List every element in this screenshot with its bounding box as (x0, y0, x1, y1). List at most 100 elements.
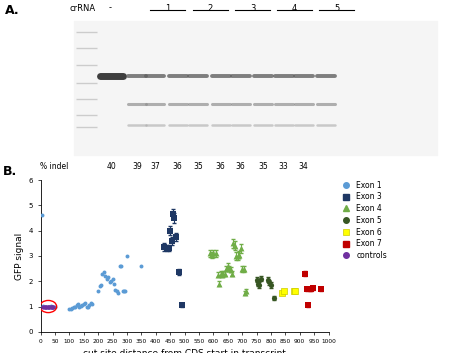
Point (76, 304, 83, 309)
Point (214, 272, 221, 278)
Point (89, 301, 96, 307)
Point (106, 280, 113, 285)
Point (122, 288, 129, 294)
Point (79, 303, 86, 308)
Point (85, 304, 92, 309)
Point (266, 280, 273, 285)
Text: A.: A. (4, 4, 19, 17)
Point (218, 272, 225, 278)
Point (104, 275, 112, 280)
X-axis label: cut site distance from CDS start in transcript: cut site distance from CDS start in tran… (83, 349, 286, 353)
Text: 3: 3 (250, 4, 256, 12)
Point (116, 263, 123, 269)
Point (257, 276, 265, 282)
Text: 1: 1 (165, 4, 170, 12)
Point (97, 282, 104, 288)
Point (165, 246, 172, 251)
Point (270, 295, 277, 300)
Point (233, 253, 240, 259)
Point (318, 286, 325, 292)
Point (102, 273, 109, 279)
Point (303, 286, 310, 292)
Point (308, 286, 315, 292)
Text: 36: 36 (173, 162, 183, 171)
Text: 36: 36 (236, 162, 246, 171)
Point (166, 228, 174, 233)
Point (279, 290, 286, 295)
Point (234, 253, 241, 259)
Bar (74, 21, 436, 155)
Point (306, 286, 313, 292)
Point (225, 266, 233, 271)
Y-axis label: GFP signal: GFP signal (15, 232, 24, 280)
Point (41, 304, 49, 309)
Point (123, 253, 130, 259)
Point (208, 252, 216, 257)
Point (119, 288, 126, 294)
Point (240, 266, 247, 271)
Text: 33: 33 (279, 162, 288, 171)
Point (243, 288, 250, 294)
Point (74, 302, 81, 307)
Point (72, 304, 79, 310)
Point (117, 263, 125, 269)
Point (227, 267, 234, 273)
Point (216, 281, 223, 287)
Point (302, 271, 309, 276)
Point (50, 304, 57, 309)
Point (40, 304, 47, 309)
Text: 36: 36 (216, 162, 225, 171)
Point (83, 304, 90, 309)
Point (207, 251, 214, 256)
Text: crRNA: crRNA (70, 4, 96, 12)
Point (309, 285, 316, 291)
Legend: Exon 1, Exon 3, Exon 4, Exon 5, Exon 6, Exon 7, controls: Exon 1, Exon 3, Exon 4, Exon 5, Exon 6, … (338, 181, 387, 260)
Point (237, 246, 244, 251)
Point (47, 304, 54, 309)
Point (267, 282, 274, 288)
Point (171, 215, 178, 221)
Point (236, 252, 243, 257)
Point (41, 304, 49, 309)
Text: 35: 35 (258, 162, 268, 171)
Point (121, 288, 128, 294)
Point (292, 288, 299, 294)
Point (115, 290, 122, 295)
Point (221, 271, 229, 276)
Point (49, 304, 56, 309)
Point (70, 304, 77, 309)
Point (241, 290, 248, 295)
Point (87, 300, 94, 306)
Point (254, 281, 261, 287)
Point (178, 303, 185, 308)
Point (81, 301, 89, 306)
Text: % indel: % indel (40, 162, 69, 171)
Point (100, 270, 108, 275)
Text: 39: 39 (132, 162, 142, 171)
Point (45, 304, 53, 309)
Point (280, 288, 288, 294)
Point (43, 304, 50, 309)
Point (94, 288, 102, 294)
Point (47, 303, 54, 309)
Point (43, 304, 50, 310)
Point (217, 271, 224, 276)
Point (238, 266, 246, 271)
Point (172, 234, 180, 240)
Point (99, 271, 106, 276)
Point (49, 304, 56, 309)
Point (108, 279, 115, 284)
Point (109, 276, 116, 282)
Point (231, 243, 239, 249)
Text: B.: B. (3, 165, 17, 178)
Text: -: - (109, 4, 112, 12)
Point (51, 304, 59, 309)
Point (86, 303, 93, 308)
Point (45, 304, 53, 309)
Point (175, 270, 182, 275)
Point (113, 288, 121, 294)
Point (44, 304, 51, 310)
Point (38, 213, 45, 218)
Text: 40: 40 (107, 162, 117, 171)
Point (103, 276, 110, 282)
